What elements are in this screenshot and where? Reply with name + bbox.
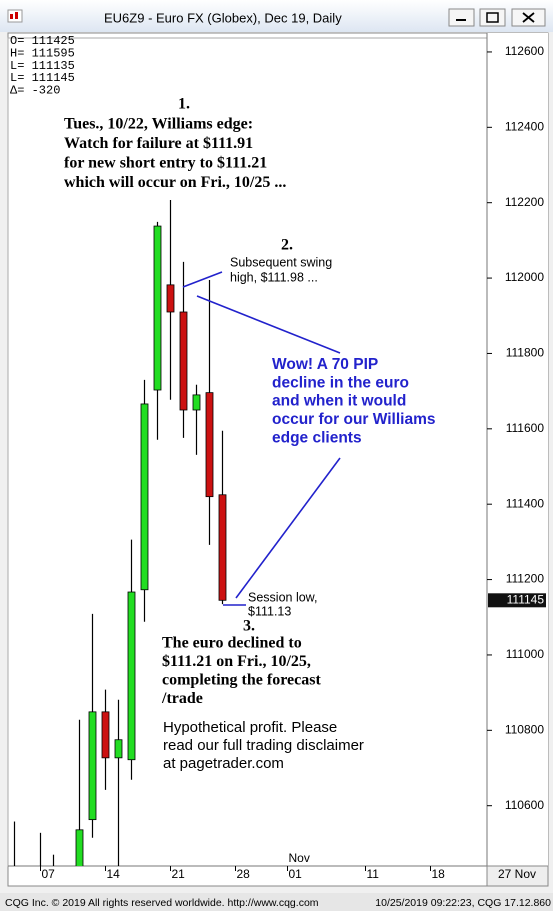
annotation-text: Subsequent swing (230, 255, 332, 269)
candle-body (218, 494, 227, 601)
y-tick-label: 110600 (505, 798, 544, 812)
annotation-text: The euro declined to (162, 635, 302, 652)
candle-body (153, 225, 162, 391)
candle-body (88, 711, 97, 821)
pointer-line (196, 295, 341, 354)
ohlc-line: O= 111425 (10, 34, 75, 48)
y-tick-label: 111000 (506, 647, 545, 661)
annotation-text: edge clients (272, 429, 362, 446)
annotation-text: $111.13 (248, 604, 291, 618)
x-tick-label: 07 (42, 867, 56, 881)
annotation-text: Wow! A 70 PIP (272, 356, 378, 373)
annotation-text: Hypothetical profit. Please (163, 719, 337, 736)
y-tick-label: 111600 (506, 421, 545, 435)
status-bar (0, 893, 553, 911)
y-tick-label: 112200 (505, 195, 544, 209)
annotation-text: Tues., 10/22, Williams edge: (64, 116, 253, 133)
candle-body (114, 739, 123, 759)
candle-body (101, 711, 110, 759)
y-tick-label: 110800 (505, 722, 544, 736)
annotation-text: 3. (243, 618, 255, 635)
last-price-label: 111145 (507, 592, 545, 606)
annotation-text: $111.21 on Fri., 10/25, (162, 653, 311, 670)
window-title: EU6Z9 - Euro FX (Globex), Dec 19, Daily (104, 10, 342, 25)
candle-body (166, 284, 175, 313)
y-axis-panel (487, 33, 548, 866)
y-tick-label: 111400 (506, 496, 545, 510)
candle-body (179, 311, 188, 411)
footer-right: 10/25/2019 09:22:23, CQG 17.12.860 (375, 897, 551, 909)
candles (13, 200, 227, 866)
y-tick-label: 112600 (505, 44, 544, 58)
annotation-text: read our full trading disclaimer (163, 737, 364, 754)
ohlc-line: L= 111135 (10, 59, 75, 73)
annotation-text: at pagetrader.com (163, 755, 284, 772)
corner-box (486, 865, 549, 887)
annotation-text: which will occur on Fri., 10/25 ... (64, 174, 286, 191)
x-tick-label: 01 (289, 867, 303, 881)
minimize-button[interactable] (448, 8, 475, 27)
annotation-text: high, $111.98 ... (230, 270, 318, 284)
annotation-text: occur for our Williams (272, 411, 436, 428)
annotation-lines (182, 271, 341, 606)
close-button[interactable] (511, 8, 546, 27)
annotation-text: 2. (281, 237, 293, 254)
candle-body (192, 394, 201, 411)
candle-body (140, 403, 149, 591)
ohlc-line: H= 111595 (10, 46, 75, 60)
corner-label: 27 Nov (498, 867, 536, 881)
last-price-box (488, 593, 546, 608)
candle-body (127, 591, 136, 761)
ohlc-line: L= 111145 (10, 71, 75, 85)
x-tick-label: 28 (237, 867, 251, 881)
x-tick-label: 11 (367, 867, 380, 881)
annotation-text: Session low, (248, 590, 317, 604)
x-tick-label: 21 (172, 867, 186, 881)
ohlc-line: Δ= -320 (10, 83, 60, 97)
annotation-text: completing the forecast (162, 672, 321, 689)
y-tick-label: 111200 (506, 572, 545, 586)
window-icon (7, 9, 23, 23)
pointer-line (182, 271, 223, 288)
footer-left: CQG Inc. © 2019 All rights reserved worl… (5, 897, 319, 909)
annotation-text: and when it would (272, 393, 406, 410)
x-tick-label: 18 (432, 867, 446, 881)
annotations: 1. Tues., 10/22, Williams edge: Watch for … (64, 96, 436, 772)
x-tick-label: 14 (107, 867, 121, 881)
candle-body (205, 392, 214, 498)
annotation-text: /trade (161, 690, 203, 707)
annotation-text: for new short entry to $111.21 (64, 155, 267, 172)
annotation-text: 1. (178, 96, 190, 113)
y-tick-label: 112000 (505, 270, 544, 284)
y-tick-label: 112400 (505, 119, 544, 133)
maximize-button[interactable] (479, 8, 506, 27)
annotation-text: decline in the euro (272, 374, 409, 391)
y-tick-label: 111800 (506, 346, 545, 360)
annotation-text: Watch for failure at $111.91 (64, 135, 253, 152)
pointer-line (235, 457, 341, 599)
month-label: Nov (289, 851, 310, 865)
candle-body (75, 829, 84, 866)
